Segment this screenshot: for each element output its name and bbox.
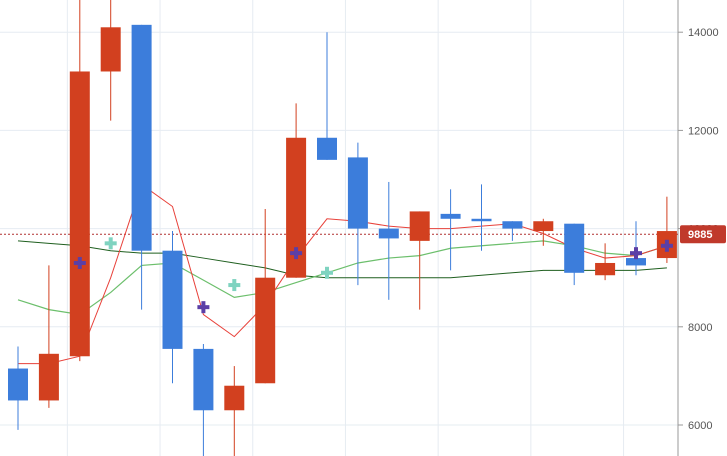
candle (502, 221, 523, 241)
candle-body-up (131, 24, 152, 251)
candle (38, 265, 59, 408)
candle-body-down (595, 262, 616, 276)
candle-body-down (100, 27, 121, 72)
candle-body-up (471, 218, 492, 222)
candle (409, 211, 430, 310)
purple-plus-marker (197, 301, 210, 314)
candle (317, 32, 337, 160)
y-tick-label: 14000 (688, 27, 719, 39)
candle (224, 366, 245, 456)
purple-plus-marker (660, 239, 673, 252)
candle (255, 208, 276, 384)
candle-body-down (409, 211, 430, 241)
marker-bar-vertical (201, 301, 206, 314)
marker-bar-vertical (294, 247, 299, 260)
marker-bar-vertical (325, 266, 329, 279)
candles (8, 0, 677, 456)
candle (564, 223, 585, 286)
candle-body-up (502, 221, 523, 229)
candle (131, 24, 152, 310)
ma-fast-line (18, 183, 668, 365)
candle (347, 142, 368, 286)
marker-bar-vertical (634, 247, 638, 260)
candle (471, 184, 492, 251)
candle (595, 243, 616, 281)
ma-slow-line (17, 240, 667, 279)
candle-body-up (162, 250, 183, 349)
candle-body-up (193, 348, 214, 411)
candle-body-down (286, 137, 307, 278)
candle (440, 189, 461, 271)
purple-plus-marker (73, 256, 86, 269)
y-tick-label: 12000 (688, 125, 719, 137)
ma-mid-line (17, 240, 668, 316)
candle (8, 346, 28, 430)
candle-body-down (533, 221, 554, 232)
candle-body-down (255, 277, 276, 384)
y-tick-label: 8000 (688, 322, 712, 334)
signal-markers (73, 237, 673, 314)
last-price-tag-label: 9885 (688, 229, 712, 241)
candle-body-up (8, 368, 28, 401)
candle-body-down (224, 385, 245, 411)
marker-bar-vertical (232, 279, 237, 292)
y-tick-label: 6000 (688, 420, 712, 432)
candle-body-down (69, 71, 90, 357)
candle (533, 218, 554, 246)
teal-plus-marker (228, 279, 241, 292)
candle (378, 181, 399, 300)
candle (69, 0, 90, 362)
last-price-tag-background (680, 225, 726, 244)
last-price-tag: 9885 (680, 225, 726, 244)
candle (162, 231, 183, 384)
moving-averages (17, 183, 668, 365)
purple-plus-marker (290, 247, 303, 260)
teal-plus-marker (104, 237, 117, 250)
candle-body-up (347, 157, 368, 229)
candle-body-up (317, 137, 337, 160)
candle-body-up (378, 228, 399, 239)
purple-plus-marker (630, 247, 642, 260)
marker-bar-vertical (664, 239, 669, 252)
candle-body-up (626, 258, 646, 266)
candle-body-down (38, 353, 59, 401)
candle (193, 343, 214, 456)
candle (100, 0, 121, 121)
teal-plus-marker (321, 266, 333, 279)
candle-body-up (564, 223, 585, 273)
marker-bar-vertical (108, 237, 113, 250)
grid (0, 0, 678, 456)
marker-bar-vertical (77, 256, 82, 269)
candle-body-up (440, 213, 461, 219)
